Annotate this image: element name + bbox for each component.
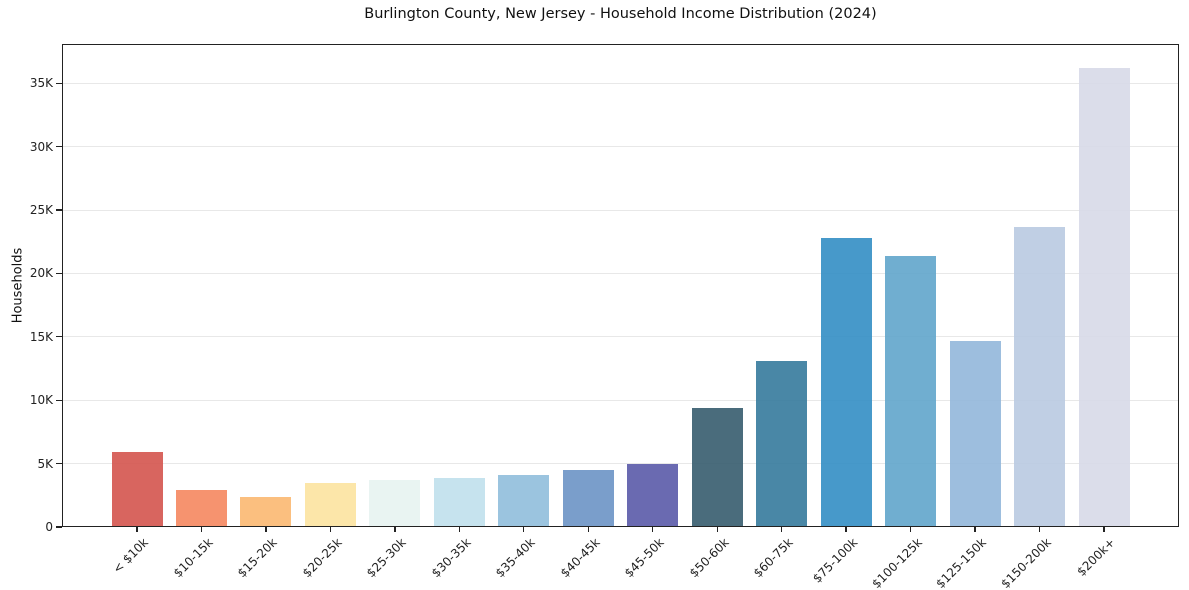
x-tick-label: $25-30k [364,535,410,581]
x-tick-mark [1038,527,1041,532]
x-tick-label: $200k+ [1074,535,1119,579]
x-tick-label: $60-75k [750,535,796,581]
x-tick-label: $30-35k [428,535,474,581]
chart-title: Burlington County, New Jersey - Househol… [364,6,877,22]
gridline [62,209,1179,211]
x-tick-mark [652,527,654,532]
y-tick-mark [56,336,62,338]
bar [369,480,421,527]
x-tick-label: $15-20k [235,535,281,581]
gridline [62,336,1179,338]
x-tick-label: $45-50k [622,535,667,581]
x-tick-label: $35-40k [493,535,539,581]
gridline [62,82,1179,84]
x-tick-label: $125-150k [933,535,990,590]
bar [175,489,227,527]
y-tick-mark [56,82,62,84]
bar [1078,68,1130,527]
bar [820,237,872,527]
y-tick-label: 0 [45,520,53,534]
x-tick-mark [458,527,460,532]
y-tick-label: 10K [29,393,53,408]
x-tick-mark [265,527,267,532]
y-axis-label: Households [10,247,26,324]
x-tick-mark [136,527,138,532]
bar [562,469,614,527]
y-tick-mark [56,462,62,465]
bar [949,340,1001,527]
bar [756,360,808,527]
bar [885,255,937,527]
x-tick-label: $40-45k [557,535,603,581]
y-tick-label: 20K [29,266,53,281]
x-tick-mark [1103,527,1105,532]
x-tick-mark [200,527,203,532]
x-tick-mark [329,527,332,532]
x-tick-mark [974,527,976,532]
bar [627,463,679,527]
x-tick-mark [394,527,396,532]
bar [691,408,743,527]
x-tick-mark [523,527,525,532]
y-tick-label: 25K [29,203,53,218]
y-tick-label: 35K [29,76,53,91]
gridline [62,272,1179,274]
x-tick-mark [781,527,783,532]
x-tick-label: < $10k [110,535,152,577]
bar [111,452,163,527]
y-tick-label: 15K [29,329,53,344]
y-tick-mark [56,399,62,401]
x-tick-label: $10-15k [170,535,216,581]
x-tick-mark [716,527,718,532]
y-tick-mark [56,146,62,148]
bar [1014,227,1066,527]
y-tick-mark [56,526,62,528]
y-tick-label: 30K [29,139,53,154]
x-tick-label: $75-100k [810,535,861,586]
gridline [62,146,1179,148]
plot-area-border [62,44,1179,527]
x-tick-label: $150-200k [998,535,1054,590]
y-tick-mark [56,272,62,275]
gridline [62,463,1179,465]
bar [433,478,485,527]
x-tick-label: $100-125k [869,535,925,590]
y-tick-label: 5K [37,456,53,471]
x-tick-mark [587,527,589,532]
x-tick-label: $20-25k [299,535,345,581]
bar [304,482,356,527]
bar [498,475,550,527]
x-tick-mark [909,527,912,532]
x-tick-mark [845,527,847,532]
x-tick-label: $50-60k [686,535,732,581]
y-tick-mark [56,209,62,211]
gridline [62,399,1179,401]
bar [240,496,292,527]
